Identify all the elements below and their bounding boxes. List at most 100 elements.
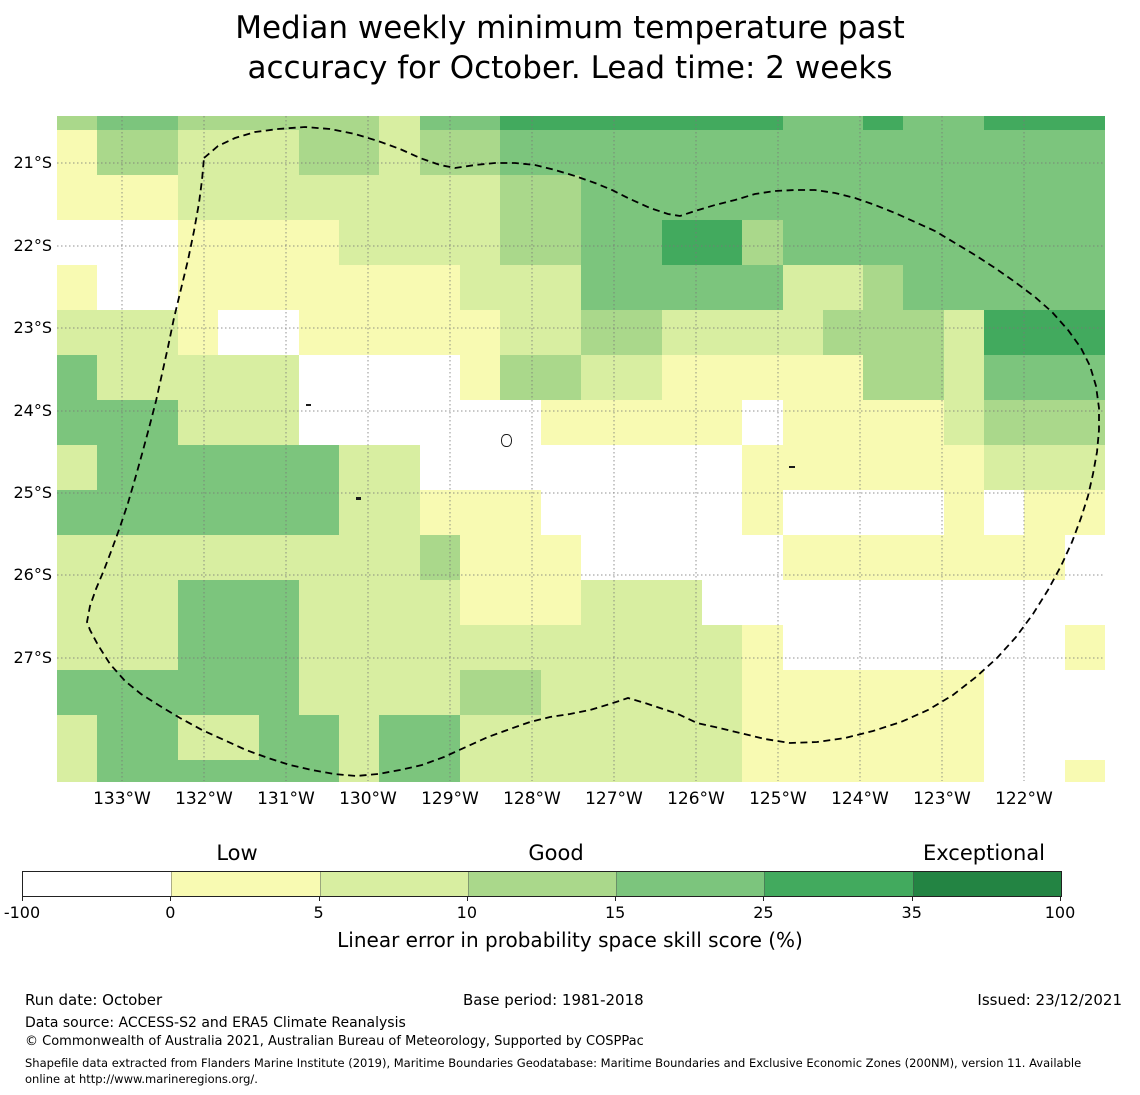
heatmap-cell [258,670,300,716]
heatmap-cell [621,670,663,716]
heatmap-cell [339,670,380,716]
heatmap-cell [984,310,1025,356]
heatmap-cell [903,670,945,716]
heatmap-cell [661,580,703,626]
colorbar-tickmark [318,897,320,901]
longitude-tick-label: 132°W [175,789,233,809]
heatmap-cell [822,670,864,716]
colorbar-tickmark [170,897,172,901]
chart-title-line2: accuracy for October. Lead time: 2 weeks [247,50,893,86]
heatmap-cell [621,310,663,356]
heatmap-cell [379,116,421,131]
colorbar-tick-label: 5 [313,903,324,922]
longitude-tick-label: 122°W [995,789,1053,809]
heatmap-cell [581,715,622,761]
heatmap-cell [298,670,340,716]
heatmap-cell [298,175,340,221]
heatmap-cell [218,625,260,671]
heatmap-cell [460,265,501,311]
heatmap-cell [984,265,1025,311]
heatmap-cell [339,220,380,266]
heatmap-cell [298,715,340,761]
heatmap-cell [621,445,663,491]
heatmap-cell [863,715,904,761]
heatmap-cell [97,760,139,782]
heatmap-cell [903,715,945,761]
heatmap-cell [742,116,784,131]
heatmap-cell [1024,116,1066,131]
heatmap-cell [298,490,340,536]
heatmap-cell [661,400,703,446]
heatmap-cell [742,175,784,221]
heatmap-cell [97,715,139,761]
longitude-tick-label: 128°W [503,789,561,809]
heatmap-cell [782,265,824,311]
heatmap-cell [863,220,904,266]
heatmap-cell [661,760,703,782]
heatmap-cell [97,310,139,356]
heatmap-cell [661,220,703,266]
longitude-tick-label: 124°W [831,789,889,809]
heatmap-cell [1064,715,1106,761]
heatmap-cell [540,220,582,266]
colorbar-tick-label: 0 [165,903,176,922]
heatmap-cell [218,310,260,356]
heatmap-cell [258,400,300,446]
colorbar-segment [467,872,617,896]
heatmap-cell [379,175,421,221]
heatmap-cell [701,580,743,626]
heatmap-cell [218,265,260,311]
heatmap-cell [97,130,139,176]
heatmap-cell [1024,175,1066,221]
heatmap-cell [500,625,542,671]
footer-base-period: Base period: 1981-2018 [463,991,644,1009]
heatmap-cell [540,355,582,401]
heatmap-cell [701,400,743,446]
heatmap-cell [903,265,945,311]
heatmap-cell [379,625,421,671]
heatmap-cell [581,535,622,581]
heatmap-cell [339,175,380,221]
heatmap-cell [943,580,985,626]
heatmap-cell [984,175,1025,221]
heatmap-cell [822,760,864,782]
heatmap-cell [822,220,864,266]
heatmap-cell [137,355,179,401]
heatmap-cell [903,400,945,446]
heatmap-cell [379,670,421,716]
heatmap-cell [419,445,461,491]
heatmap-cell [379,445,421,491]
heatmap-cell [984,490,1025,536]
colorbar-segment [616,872,765,896]
heatmap-cell [863,445,904,491]
heatmap-cell [540,580,582,626]
heatmap-cell [379,220,421,266]
heatmap-cell [943,116,985,131]
heatmap-cell [500,715,542,761]
heatmap-cell [258,625,300,671]
eez-boundary-and-gridlines [57,116,1105,781]
heatmap-cell [782,130,824,176]
heatmap-cell [782,116,824,131]
heatmap-cell [419,535,461,581]
heatmap-cell [500,490,542,536]
heatmap-cell [621,355,663,401]
heatmap-cell [621,220,663,266]
heatmap-cell [581,116,622,131]
footer-shapefile-line2: online at http://www.marineregions.org/. [25,1072,258,1087]
latitude-tick-label: 21°S [13,153,52,172]
heatmap-cell [419,220,461,266]
heatmap-cell [822,130,864,176]
heatmap-cell [339,355,380,401]
heatmap-cell [782,670,824,716]
heatmap-cell [822,400,864,446]
heatmap-cell [943,130,985,176]
heatmap-cell [500,175,542,221]
heatmap-cell [379,355,421,401]
heatmap-cell [742,760,784,782]
heatmap-cell [943,265,985,311]
latitude-tick-label: 23°S [13,318,52,337]
heatmap-cell [460,535,501,581]
heatmap-cell [177,445,219,491]
heatmap-cell [177,175,219,221]
